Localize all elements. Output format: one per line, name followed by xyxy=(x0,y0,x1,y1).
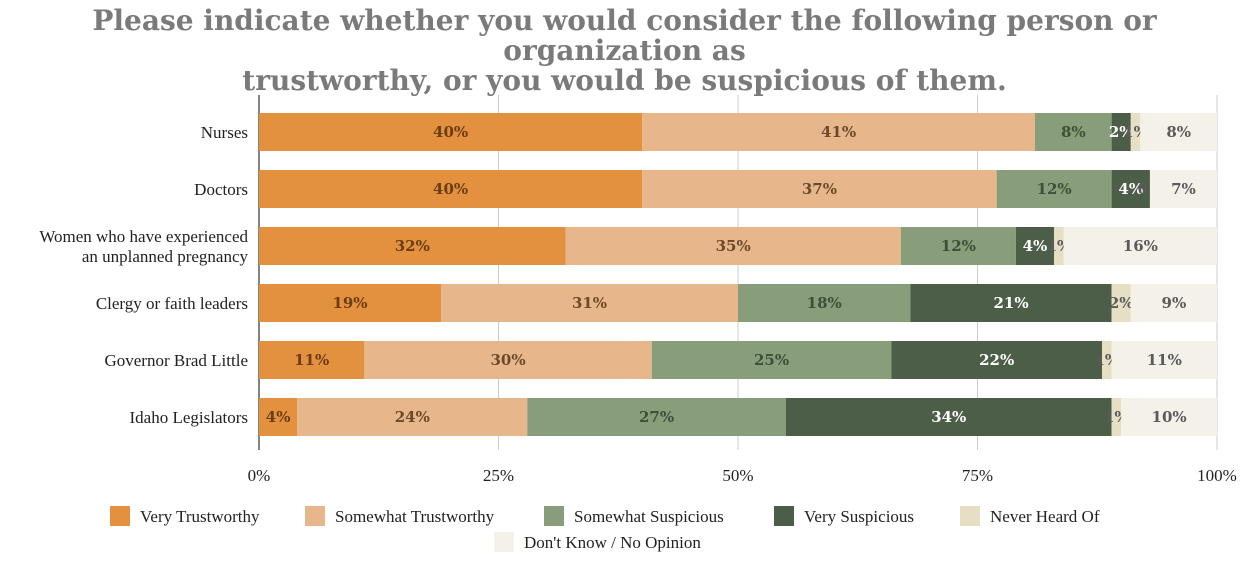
bar-segment xyxy=(900,227,1016,265)
chart-title-line-1: Please indicate whether you would consid… xyxy=(92,4,1157,67)
bar-segment xyxy=(259,398,298,436)
data-label: 41% xyxy=(821,123,856,141)
x-tick-label: 50% xyxy=(722,466,753,485)
bar-segment xyxy=(259,284,442,322)
bar-segment xyxy=(1149,170,1217,208)
data-label: 35% xyxy=(716,237,751,255)
category-label: Women who have experienced an unplanned p… xyxy=(39,227,248,266)
legend-swatch xyxy=(544,506,564,526)
bar-segment xyxy=(259,227,566,265)
data-label: 19% xyxy=(332,294,367,312)
legend-swatch xyxy=(110,506,130,526)
category-label: Clergy or faith leaders xyxy=(96,294,248,313)
legend-label: Somewhat Trustworthy xyxy=(335,507,495,526)
bar-segment xyxy=(1111,170,1150,208)
x-tick-label: 25% xyxy=(483,466,514,485)
bar-segment xyxy=(1111,341,1217,379)
legend-label: Very Trustworthy xyxy=(140,507,260,526)
data-label: 2% xyxy=(1109,123,1134,141)
category-label: Governor Brad Little xyxy=(104,351,248,370)
data-label: 21% xyxy=(993,294,1028,312)
bar-segment xyxy=(785,398,1112,436)
data-label: 12% xyxy=(1037,180,1072,198)
category-label: Idaho Legislators xyxy=(130,408,249,427)
legend-label: Don't Know / No Opinion xyxy=(524,533,701,552)
bar-segment xyxy=(996,170,1112,208)
data-label: 4% xyxy=(266,408,291,426)
legend-swatch xyxy=(305,506,325,526)
data-label: 18% xyxy=(807,294,842,312)
data-label: 22% xyxy=(979,351,1014,369)
data-label: 9% xyxy=(1162,294,1187,312)
bar-segment xyxy=(910,284,1112,322)
data-label: 10% xyxy=(1152,408,1187,426)
bar-segment xyxy=(1140,113,1217,151)
bar-segment xyxy=(1054,227,1064,265)
data-label: 8% xyxy=(1166,123,1191,141)
bar-segment xyxy=(1111,398,1122,436)
data-label: 12% xyxy=(941,237,976,255)
data-label: 31% xyxy=(572,294,607,312)
data-label: 11% xyxy=(1147,351,1182,369)
bar-segment xyxy=(441,284,738,322)
bar-segment xyxy=(642,113,1035,151)
data-label: 27% xyxy=(639,408,674,426)
data-label: 4% xyxy=(1023,237,1048,255)
data-label: 7% xyxy=(1171,180,1196,198)
chart-title: Please indicate whether you would consid… xyxy=(0,6,1249,96)
bar-segment xyxy=(259,170,643,208)
category-label: Doctors xyxy=(194,180,248,199)
data-label: 8% xyxy=(1061,123,1086,141)
data-label: 4% xyxy=(1118,180,1143,198)
data-label: 30% xyxy=(491,351,526,369)
bar-segment xyxy=(259,341,365,379)
bar-segment xyxy=(1130,284,1217,322)
bar-segment xyxy=(738,284,911,322)
bar-segment xyxy=(1111,284,1131,322)
bar-segment xyxy=(527,398,786,436)
bar-segment xyxy=(1063,227,1217,265)
bar-segment xyxy=(891,341,1103,379)
legend-swatch xyxy=(494,532,514,552)
data-label: 16% xyxy=(1123,237,1158,255)
bar-segment xyxy=(1111,113,1131,151)
data-label: 11% xyxy=(294,351,329,369)
data-label: 34% xyxy=(931,408,966,426)
bar-segment xyxy=(1130,113,1141,151)
x-tick-label: 0% xyxy=(248,466,271,485)
bar-segment xyxy=(1015,227,1055,265)
data-label: 32% xyxy=(395,237,430,255)
bar-segment xyxy=(1034,113,1112,151)
data-label: 40% xyxy=(433,180,468,198)
data-label: 24% xyxy=(395,408,430,426)
bar-segment xyxy=(1121,398,1217,436)
chart-title-line-2: trustworthy, or you would be suspicious … xyxy=(242,64,1007,97)
x-tick-label: 75% xyxy=(962,466,993,485)
data-label: 40% xyxy=(433,123,468,141)
bar-segment xyxy=(259,113,643,151)
bar-segment xyxy=(565,227,901,265)
data-label: 25% xyxy=(754,351,789,369)
bar-segment xyxy=(297,398,528,436)
legend-label: Somewhat Suspicious xyxy=(574,507,724,526)
bar-segment xyxy=(651,341,892,379)
legend-swatch xyxy=(960,506,980,526)
bar-segment xyxy=(642,170,997,208)
x-tick-label: 100% xyxy=(1197,466,1237,485)
legend-label: Never Heard Of xyxy=(990,507,1100,526)
category-label: Nurses xyxy=(201,123,248,142)
legend-swatch xyxy=(774,506,794,526)
bar-segment xyxy=(1102,341,1112,379)
bar-segment xyxy=(364,341,652,379)
legend-label: Very Suspicious xyxy=(804,507,914,526)
data-label: 37% xyxy=(802,180,837,198)
data-label: 2% xyxy=(1109,294,1134,312)
